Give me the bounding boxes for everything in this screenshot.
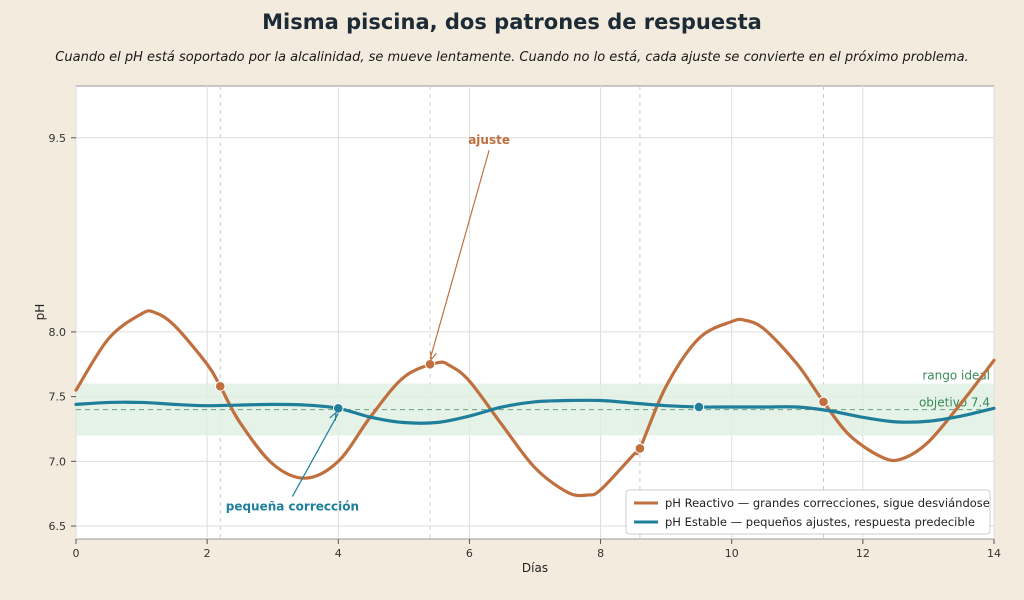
chart-subtitle: Cuando el pH está soportado por la alcal…: [55, 50, 969, 65]
stable-adjustment-marker: [693, 401, 705, 413]
y-tick-label: 8.0: [49, 326, 67, 339]
annotation-pequena-correccion: pequeña corrección: [226, 500, 359, 514]
x-tick-label: 6: [466, 547, 473, 560]
y-tick-label: 7.0: [49, 455, 67, 468]
stable-adjustment-marker: [332, 402, 344, 414]
x-axis-label: Días: [522, 561, 548, 575]
reactive-adjustment-marker: [214, 380, 226, 392]
annotation-arrowhead: [329, 411, 337, 421]
series-line-stable: [74, 398, 996, 425]
plot-area: [75, 85, 995, 540]
x-tick-label: 12: [856, 547, 870, 560]
x-tick-label: 4: [335, 547, 342, 560]
annotation-ajuste: ajuste: [468, 133, 510, 147]
axis-layer: Días pH 0 2 4 6 8 10 12 14 6.5 7.0 7.5 8.0 9.5: [33, 132, 1001, 575]
ideal-range-label: rango ideal: [922, 369, 990, 383]
annotation-arrowhead: [429, 351, 437, 361]
reactive-adjustment-marker: [818, 396, 829, 408]
chart-title: Misma piscina, dos patrones de respuesta: [262, 10, 762, 34]
legend-box: [625, 489, 991, 535]
y-axis-label: pH: [33, 304, 47, 321]
marker-layer: [214, 358, 829, 454]
y-tick-label: 7.5: [49, 391, 67, 404]
target-label: objetivo 7.4: [919, 396, 990, 410]
legend: pH Reactivo — grandes correcciones, sigu…: [625, 489, 991, 535]
annotation-arrow: [429, 150, 490, 360]
x-tick-label: 14: [987, 547, 1001, 560]
x-tick-label: 10: [725, 547, 739, 560]
legend-label-stable: pH Estable — pequeños ajustes, respuesta…: [665, 515, 975, 529]
x-tick-label: 0: [73, 547, 80, 560]
reactive-adjustment-marker: [634, 443, 646, 454]
y-tick-label: 9.5: [49, 132, 67, 145]
reactive-adjustment-marker: [424, 358, 436, 370]
y-tick-label: 6.5: [49, 520, 67, 533]
annotation-layer: ajuste pequeña corrección: [226, 133, 510, 513]
x-tick-label: 8: [597, 547, 604, 560]
legend-label-reactive: pH Reactivo — grandes correcciones, sigu…: [665, 496, 990, 510]
annotation-arrow: [291, 412, 339, 497]
x-tick-label: 2: [204, 547, 211, 560]
